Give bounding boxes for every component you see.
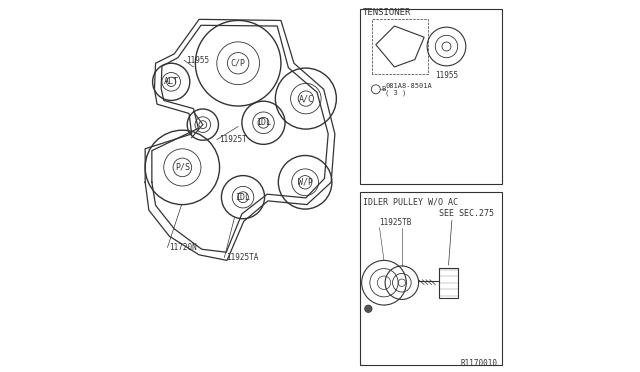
Text: IDL: IDL <box>256 118 271 127</box>
Circle shape <box>365 305 372 312</box>
Text: R1170010: R1170010 <box>461 359 498 368</box>
Text: IDL: IDL <box>236 193 250 202</box>
Text: 11925T: 11925T <box>219 135 246 144</box>
Text: IDLER PULLEY W/O AC: IDLER PULLEY W/O AC <box>363 198 458 207</box>
Text: B: B <box>381 86 386 92</box>
Text: 081A8-8501A
( 3 ): 081A8-8501A ( 3 ) <box>385 83 432 96</box>
Text: TENSIONER: TENSIONER <box>363 8 411 17</box>
Text: 11955: 11955 <box>186 56 209 65</box>
Text: W/P: W/P <box>298 178 312 187</box>
Text: 11720N: 11720N <box>170 243 197 252</box>
Text: SEE SEC.275: SEE SEC.275 <box>439 209 494 218</box>
Text: ALT: ALT <box>164 77 179 86</box>
Text: 11925TA: 11925TA <box>227 253 259 262</box>
Bar <box>360 9 502 184</box>
Text: A/C: A/C <box>298 94 314 103</box>
Text: C/P: C/P <box>230 59 246 68</box>
Bar <box>360 192 502 365</box>
Bar <box>439 268 458 298</box>
Text: 11955: 11955 <box>435 71 458 80</box>
Text: P/S: P/S <box>175 163 190 172</box>
Text: 11925TB: 11925TB <box>380 218 412 227</box>
